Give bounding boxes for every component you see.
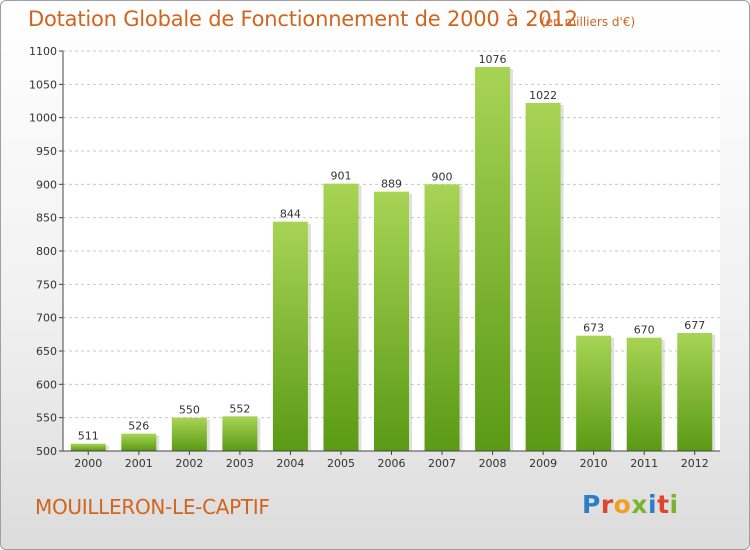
data-label-2009: 1022 xyxy=(529,89,557,102)
axes xyxy=(59,50,720,455)
x-tick-label-2001: 2001 xyxy=(125,457,153,470)
logo-letter: r xyxy=(600,490,614,519)
bar-2006 xyxy=(374,191,409,451)
data-label-2010: 673 xyxy=(583,322,604,335)
logo-letter: o xyxy=(613,490,632,519)
y-tick-label: 850 xyxy=(36,212,57,225)
data-label-2004: 844 xyxy=(280,208,301,221)
y-tick-label: 950 xyxy=(36,145,57,158)
x-tick-label-2008: 2008 xyxy=(479,457,507,470)
chart-title: Dotation Globale de Fonctionnement de 20… xyxy=(28,7,578,31)
x-tick-label-2002: 2002 xyxy=(175,457,203,470)
logo-letter: t xyxy=(657,490,670,519)
bars xyxy=(70,67,716,452)
bar-2003 xyxy=(222,416,258,451)
x-tick-label-2010: 2010 xyxy=(580,457,608,470)
y-tick-label: 1100 xyxy=(29,45,57,58)
logo-letter: x xyxy=(631,490,648,519)
bar-chart: 500 550 600 650 700 750 800 850 900 950 1000 1050 11… xyxy=(29,45,720,470)
y-tick-label: 1000 xyxy=(29,112,57,125)
y-tick-label: 500 xyxy=(36,445,57,458)
x-tick-label-2012: 2012 xyxy=(681,457,709,470)
data-label-2002: 550 xyxy=(179,404,200,417)
logo-letter: P xyxy=(582,490,601,519)
chart-subtitle: (en milliers d'€) xyxy=(541,15,636,29)
commune-name: MOUILLERON-LE-CAPTIF xyxy=(35,495,270,519)
bar-2001 xyxy=(121,433,157,451)
y-tick-label: 600 xyxy=(36,378,57,391)
x-tick-label-2011: 2011 xyxy=(630,457,658,470)
data-label-2008: 1076 xyxy=(479,53,507,66)
bar-2009 xyxy=(525,103,561,451)
data-label-2003: 552 xyxy=(229,402,250,415)
bar-2004 xyxy=(272,221,308,451)
data-label-2012: 677 xyxy=(684,319,705,332)
proxiti-logo[interactable]: Proxiti xyxy=(582,490,679,519)
data-label-2006: 889 xyxy=(381,178,402,191)
data-label-2007: 900 xyxy=(432,170,453,183)
bar-2000 xyxy=(70,443,106,451)
logo-letter: i xyxy=(669,490,679,519)
data-label-2000: 511 xyxy=(78,430,99,443)
bar-2008 xyxy=(475,67,511,451)
bar-2012 xyxy=(677,333,713,451)
labels: 500 550 600 650 700 750 800 850 900 950 1000 1050 11… xyxy=(29,45,709,470)
bar-2010 xyxy=(576,335,612,451)
y-tick-label: 1050 xyxy=(29,78,57,91)
bar-2005 xyxy=(323,183,359,451)
x-tick-label-2000: 2000 xyxy=(74,457,102,470)
y-tick-label: 750 xyxy=(36,278,57,291)
x-tick-label-2004: 2004 xyxy=(276,457,304,470)
y-tick-label: 900 xyxy=(36,178,57,191)
bar-2002 xyxy=(171,417,207,451)
bar-2011 xyxy=(626,337,662,451)
y-tick-label: 550 xyxy=(36,412,57,425)
logo-letter: i xyxy=(648,490,658,519)
x-tick-label-2007: 2007 xyxy=(428,457,456,470)
y-tick-label: 650 xyxy=(36,345,57,358)
x-tick-label-2006: 2006 xyxy=(378,457,406,470)
bar-2007 xyxy=(424,184,460,452)
data-label-2011: 670 xyxy=(634,324,655,337)
y-tick-label: 800 xyxy=(36,245,57,258)
data-label-2005: 901 xyxy=(330,170,351,183)
x-tick-label-2005: 2005 xyxy=(327,457,355,470)
data-label-2001: 526 xyxy=(128,420,149,433)
y-tick-label: 700 xyxy=(36,312,57,325)
x-tick-label-2009: 2009 xyxy=(529,457,557,470)
x-tick-label-2003: 2003 xyxy=(226,457,254,470)
